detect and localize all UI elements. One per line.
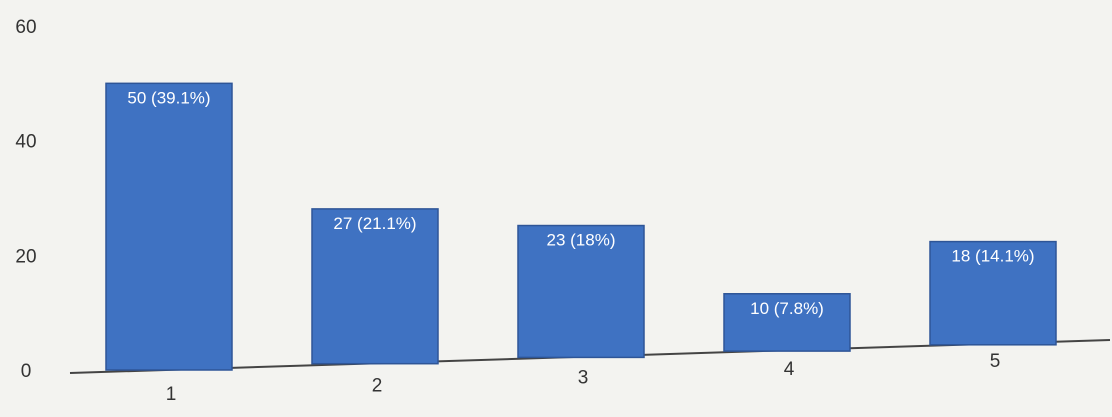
y-tick-label: 40 — [15, 132, 36, 153]
y-tick-label: 20 — [15, 246, 36, 267]
bar-4 — [723, 293, 851, 352]
y-tick-label: 0 — [21, 361, 32, 382]
x-tick-label: 2 — [372, 376, 383, 397]
y-axis-ticks: 0 20 40 60 — [15, 17, 36, 382]
data-label: 10 (7.8%) — [750, 299, 824, 318]
data-label: 27 (21.1%) — [333, 214, 416, 233]
x-tick-label: 3 — [578, 367, 589, 388]
x-tick-label: 5 — [990, 351, 1001, 372]
data-label: 50 (39.1%) — [127, 88, 210, 107]
x-tick-label: 4 — [784, 359, 795, 380]
bar-3 — [517, 224, 645, 359]
bar-2 — [311, 208, 439, 365]
bar-1 — [105, 82, 233, 371]
bars-group — [105, 82, 1057, 371]
data-label: 18 (14.1%) — [951, 247, 1034, 266]
bar-5 — [929, 240, 1057, 346]
x-axis-ticks: 1 2 3 4 5 — [166, 351, 1001, 405]
data-label: 23 (18%) — [547, 231, 616, 250]
data-labels-group: 50 (39.1%) 27 (21.1%) 23 (18%) 10 (7.8%) 18 … — [127, 88, 1034, 317]
x-tick-label: 1 — [166, 384, 177, 405]
y-tick-label: 60 — [15, 17, 36, 38]
